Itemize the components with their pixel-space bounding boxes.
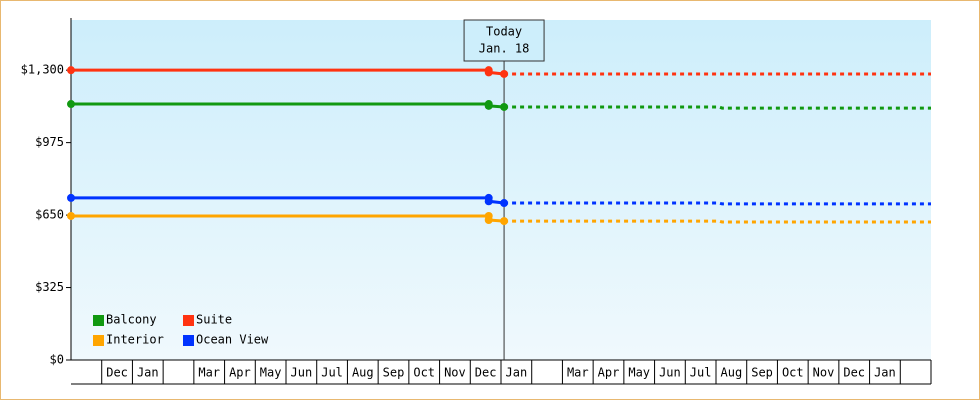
- price-point: [67, 100, 75, 109]
- x-tick-label: Jan: [874, 366, 896, 380]
- today-label: Today: [486, 25, 522, 39]
- today-box: [463, 19, 545, 62]
- x-tick-label: May: [260, 366, 282, 380]
- x-tick-label: Apr: [598, 366, 620, 380]
- y-tick-label: $975: [35, 135, 64, 149]
- legend-swatch: [93, 335, 104, 346]
- y-tick-label: $650: [35, 208, 64, 222]
- x-tick-label: Dec: [106, 366, 128, 380]
- price-point: [67, 66, 75, 75]
- price-point: [500, 217, 509, 226]
- y-tick-label: $1,300: [21, 63, 64, 77]
- price-point: [484, 68, 493, 77]
- forecast-line: [504, 219, 931, 224]
- legend-label: Suite: [196, 313, 232, 327]
- forecast-line: [504, 105, 931, 110]
- legend-label: Ocean View: [196, 333, 269, 347]
- x-tick-label: Jan: [137, 366, 159, 380]
- legend-label: Balcony: [106, 313, 157, 327]
- x-tick-label: Jul: [690, 366, 712, 380]
- x-tick-label: Sep: [383, 366, 405, 380]
- y-tick-label: $0: [50, 353, 64, 367]
- price-point: [67, 193, 75, 202]
- x-tick-label: Mar: [567, 366, 589, 380]
- plot-area: [71, 20, 931, 360]
- legend-swatch: [93, 315, 104, 326]
- x-tick-label: Aug: [721, 366, 743, 380]
- x-tick-label: Nov: [813, 366, 835, 380]
- x-tick-label: Jan: [506, 366, 528, 380]
- price-point: [500, 199, 509, 208]
- x-tick-label: Sep: [751, 366, 773, 380]
- x-tick-label: Oct: [782, 366, 804, 380]
- price-point: [500, 102, 509, 111]
- x-tick-label: Mar: [198, 366, 220, 380]
- x-tick-label: Dec: [843, 366, 865, 380]
- price-point: [484, 101, 493, 110]
- price-point: [500, 69, 509, 78]
- y-tick-label: $325: [35, 280, 64, 294]
- price-point: [484, 197, 493, 206]
- x-tick-label: Jun: [659, 366, 681, 380]
- x-tick-label: Nov: [444, 366, 466, 380]
- x-tick-label: May: [628, 366, 650, 380]
- x-tick-label: Apr: [229, 366, 251, 380]
- forecast-line: [504, 201, 931, 206]
- x-tick-label: Jun: [291, 366, 313, 380]
- price-point: [67, 211, 75, 220]
- x-tick-label: Jul: [321, 366, 343, 380]
- x-tick-label: Oct: [413, 366, 435, 380]
- legend-label: Interior: [106, 333, 164, 347]
- legend-swatch: [183, 315, 194, 326]
- x-tick-label: Aug: [352, 366, 374, 380]
- x-tick-label: Dec: [475, 366, 497, 380]
- legend-swatch: [183, 335, 194, 346]
- price-point: [484, 215, 493, 224]
- today-date: Jan. 18: [479, 42, 530, 56]
